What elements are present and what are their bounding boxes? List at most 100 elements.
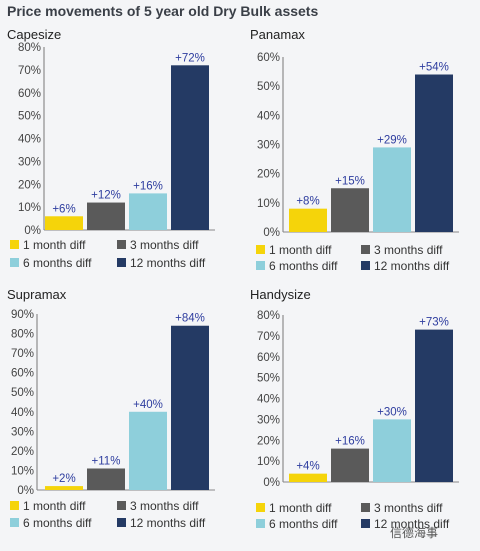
panel-title: Panamax bbox=[250, 27, 305, 42]
legend-swatch bbox=[361, 503, 370, 512]
y-tick-label: 20% bbox=[257, 435, 280, 447]
bar bbox=[289, 473, 327, 482]
y-tick-label: 20% bbox=[11, 446, 34, 458]
y-tick-label: 70% bbox=[257, 331, 280, 343]
y-tick-label: 0% bbox=[24, 225, 41, 237]
y-tick-label: 10% bbox=[18, 202, 41, 214]
legend-swatch bbox=[10, 518, 19, 527]
legend-label: 12 months diff bbox=[374, 259, 450, 273]
y-tick-label: 30% bbox=[11, 426, 34, 438]
y-tick-label: 50% bbox=[11, 387, 34, 399]
legend-swatch bbox=[256, 503, 265, 512]
bar bbox=[171, 65, 209, 230]
bar bbox=[129, 193, 167, 230]
legend-label: 6 months diff bbox=[269, 517, 338, 531]
legend-label: 1 month diff bbox=[23, 238, 86, 252]
y-tick-label: 40% bbox=[257, 394, 280, 406]
bar bbox=[331, 188, 369, 232]
data-label: +72% bbox=[175, 52, 205, 64]
bar bbox=[289, 208, 327, 232]
legend-swatch bbox=[117, 240, 126, 249]
data-label: +40% bbox=[133, 399, 163, 411]
legend-label: 3 months diff bbox=[374, 501, 443, 515]
page-title: Price movements of 5 year old Dry Bulk a… bbox=[7, 3, 319, 19]
legend-label: 3 months diff bbox=[374, 243, 443, 257]
y-tick-label: 30% bbox=[257, 414, 280, 426]
legend-label: 3 months diff bbox=[130, 499, 199, 513]
y-tick-label: 60% bbox=[18, 88, 41, 100]
data-label: +11% bbox=[92, 455, 121, 467]
panel-title: Capesize bbox=[7, 27, 61, 42]
data-label: +15% bbox=[335, 175, 365, 187]
data-label: +84% bbox=[175, 313, 205, 325]
y-tick-label: 10% bbox=[257, 198, 280, 210]
bar bbox=[331, 448, 369, 482]
legend-label: 12 months diff bbox=[130, 256, 206, 270]
y-tick-label: 90% bbox=[11, 309, 34, 321]
bar bbox=[129, 411, 167, 490]
legend-swatch bbox=[256, 519, 265, 528]
legend-label: 12 months diff bbox=[374, 517, 450, 531]
legend-swatch bbox=[117, 501, 126, 510]
y-tick-label: 60% bbox=[11, 368, 34, 380]
legend-swatch bbox=[117, 518, 126, 527]
bar bbox=[87, 202, 125, 230]
y-tick-label: 70% bbox=[18, 65, 41, 77]
y-tick-label: 20% bbox=[257, 169, 280, 181]
bar bbox=[45, 486, 83, 490]
data-label: +12% bbox=[91, 190, 121, 202]
legend-label: 6 months diff bbox=[23, 516, 92, 530]
legend-swatch bbox=[117, 258, 126, 267]
bar bbox=[373, 419, 411, 482]
y-tick-label: 30% bbox=[257, 140, 280, 152]
y-tick-label: 40% bbox=[11, 407, 34, 419]
data-label: +16% bbox=[133, 180, 163, 192]
legend-label: 3 months diff bbox=[130, 238, 199, 252]
y-tick-label: 10% bbox=[11, 465, 34, 477]
legend-label: 12 months diff bbox=[130, 516, 206, 530]
legend-label: 1 month diff bbox=[269, 501, 332, 515]
y-tick-label: 0% bbox=[263, 477, 280, 489]
y-tick-label: 50% bbox=[257, 81, 280, 93]
panel-title: Handysize bbox=[250, 287, 311, 302]
data-label: +8% bbox=[296, 196, 319, 208]
bar bbox=[45, 216, 83, 230]
y-tick-label: 10% bbox=[257, 456, 280, 468]
legend-label: 1 month diff bbox=[269, 243, 332, 257]
data-label: +2% bbox=[52, 473, 75, 485]
legend-label: 6 months diff bbox=[23, 256, 92, 270]
y-tick-label: 50% bbox=[257, 373, 280, 385]
y-tick-label: 70% bbox=[11, 348, 34, 360]
bar bbox=[87, 468, 125, 490]
bar bbox=[415, 74, 453, 232]
y-tick-label: 30% bbox=[18, 156, 41, 168]
data-label: +16% bbox=[335, 436, 365, 448]
y-tick-label: 20% bbox=[18, 179, 41, 191]
bar bbox=[373, 147, 411, 232]
legend-label: 1 month diff bbox=[23, 499, 86, 513]
data-label: +4% bbox=[296, 461, 319, 473]
watermark-text: 信德海事 bbox=[390, 526, 439, 540]
data-label: +6% bbox=[52, 203, 75, 215]
bar bbox=[171, 325, 209, 490]
y-tick-label: 60% bbox=[257, 52, 280, 64]
y-tick-label: 40% bbox=[18, 134, 41, 146]
legend-swatch bbox=[10, 258, 19, 267]
y-tick-label: 0% bbox=[17, 485, 34, 497]
y-tick-label: 80% bbox=[18, 42, 41, 54]
legend-swatch bbox=[361, 261, 370, 270]
legend-swatch bbox=[361, 245, 370, 254]
data-label: +30% bbox=[377, 406, 407, 418]
y-tick-label: 40% bbox=[257, 110, 280, 122]
y-tick-label: 0% bbox=[263, 227, 280, 239]
data-label: +73% bbox=[419, 317, 449, 329]
legend-swatch bbox=[256, 245, 265, 254]
y-tick-label: 60% bbox=[257, 352, 280, 364]
y-tick-label: 80% bbox=[11, 329, 34, 341]
legend-label: 6 months diff bbox=[269, 259, 338, 273]
data-label: +29% bbox=[377, 134, 407, 146]
legend-swatch bbox=[10, 240, 19, 249]
legend-swatch bbox=[361, 519, 370, 528]
y-tick-label: 50% bbox=[18, 111, 41, 123]
